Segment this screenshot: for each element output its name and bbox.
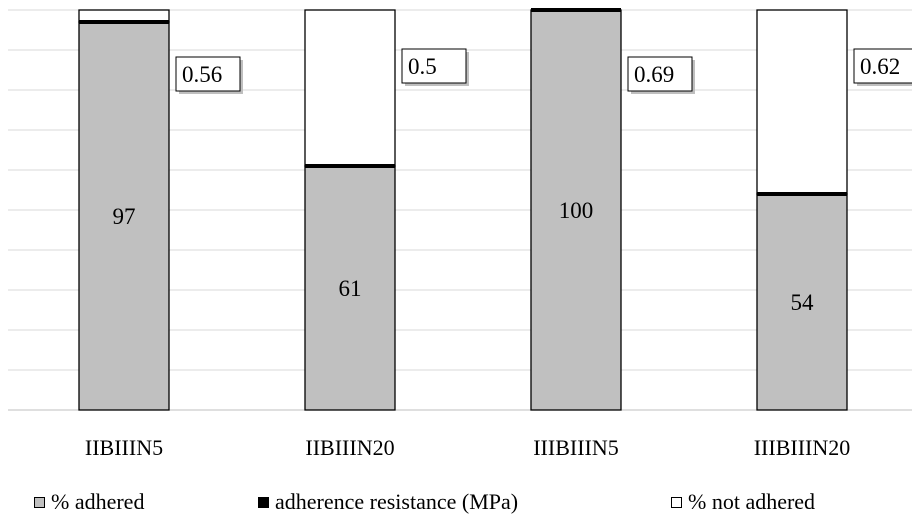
bar-value-label: 100 (559, 198, 594, 223)
bar-segment-not-adhered (304, 9, 396, 167)
callout-box (401, 48, 467, 84)
bar-segment-resistance (305, 164, 395, 168)
legend-item-not-adhered: % not adhered (671, 489, 815, 515)
bar-segment-adhered (78, 21, 170, 411)
chart: 97 0.56 IIBIIIN5 61 0.5 IIBIIIN20 100 0.69 IIIBI… (8, 8, 912, 460)
callout-label: 0.56 (182, 62, 222, 87)
legend-swatch-not-adhered (671, 496, 682, 508)
legend-label-adhered: % adhered (51, 489, 145, 514)
bar-segment-resistance (757, 192, 847, 196)
bar-value-label: 97 (113, 204, 136, 229)
callout-label: 0.69 (634, 62, 674, 87)
x-tick-label: IIBIIIN5 (85, 435, 163, 460)
legend-label-not-adhered: % not adhered (688, 489, 816, 514)
callout-label: 0.5 (408, 54, 437, 79)
callout-box (175, 56, 241, 92)
legend-swatch-resistance (258, 496, 269, 508)
legend-label-resistance: adherence resistance (MPa) (275, 489, 519, 514)
bar-segment-resistance (79, 20, 169, 24)
bar-segment-adhered (304, 165, 396, 411)
labels: 97 0.56 IIBIIIN5 61 0.5 IIBIIIN20 100 0.69 IIIBI… (85, 48, 912, 460)
bars (78, 8, 848, 411)
bar-segment-not-adhered (756, 9, 848, 195)
legend-item-resistance: adherence resistance (MPa) (258, 489, 518, 515)
callout-box (853, 48, 912, 84)
x-tick-label: IIIBIIIN5 (533, 435, 619, 460)
legend: % adhered adherence resistance (MPa) % n… (0, 489, 912, 519)
x-tick-label: IIBIIIN20 (305, 435, 394, 460)
callout-box (627, 56, 693, 92)
bar-segment-adhered (530, 9, 622, 411)
bar-segment-adhered (756, 193, 848, 411)
bar-segment-resistance (531, 8, 621, 12)
x-tick-label: IIIBIIIN20 (754, 435, 851, 460)
legend-item-adhered: % adhered (34, 489, 144, 515)
bar-value-label: 54 (791, 290, 815, 315)
callout-label: 0.62 (860, 54, 900, 79)
bar-value-label: 61 (339, 276, 362, 301)
legend-swatch-adhered (34, 496, 45, 508)
